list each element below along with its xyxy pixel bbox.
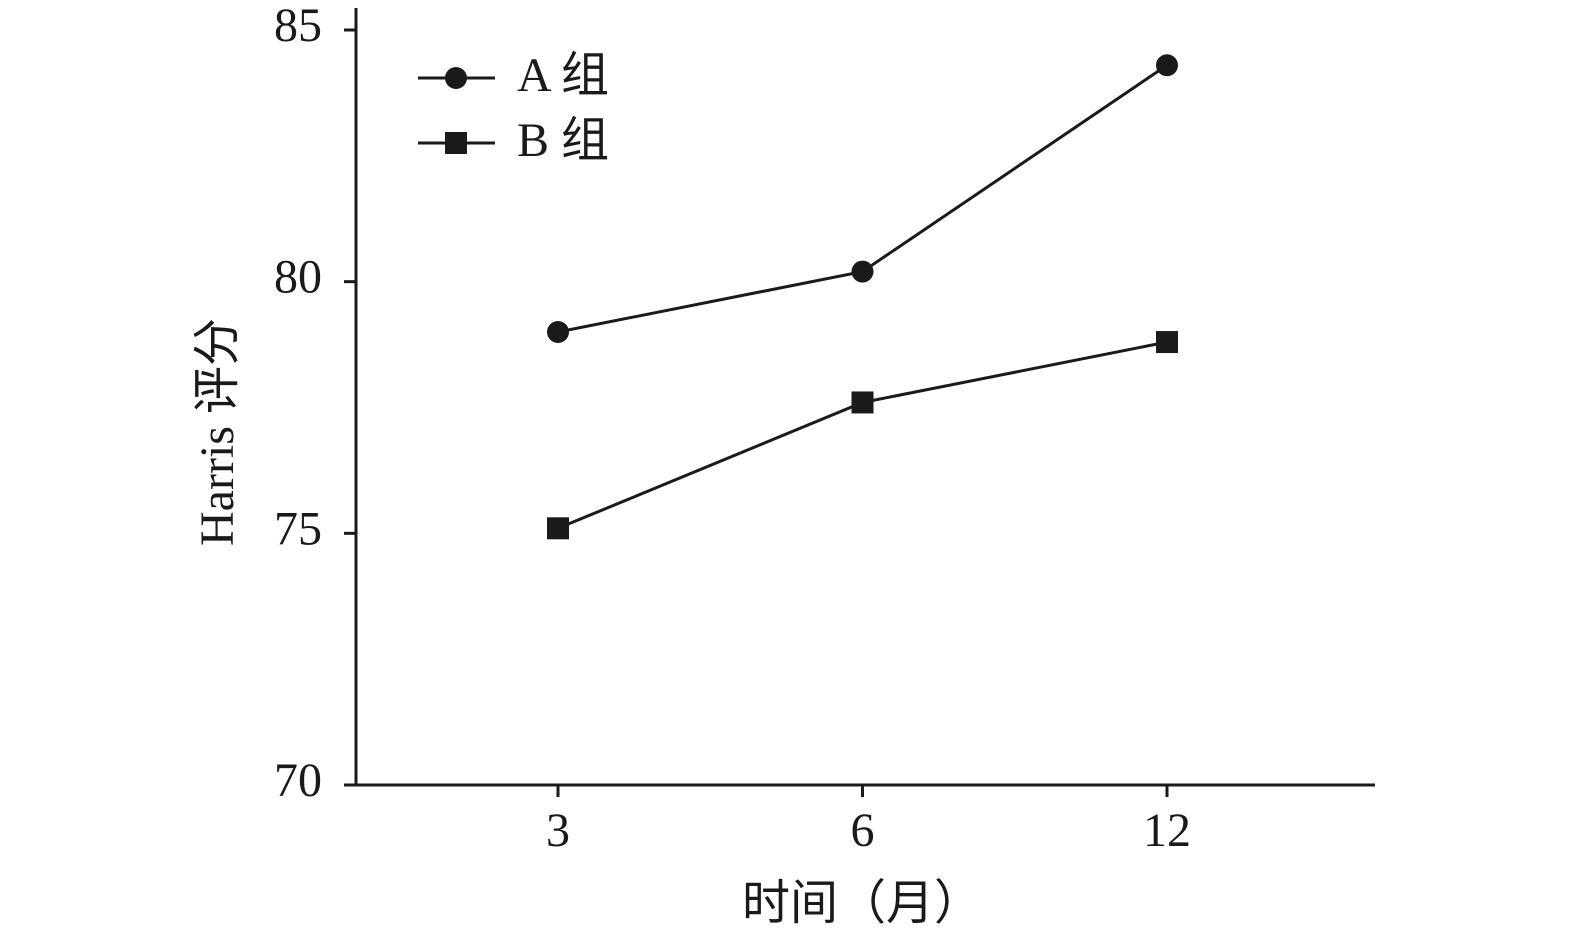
- data-point: [1156, 331, 1178, 354]
- legend-marker: [445, 67, 467, 89]
- legend-label: B 组: [517, 114, 609, 167]
- x-tick-label: 12: [1143, 804, 1191, 857]
- y-tick-label: 80: [274, 251, 322, 304]
- data-point: [851, 391, 874, 414]
- data-point: [851, 260, 874, 283]
- y-tick-label: 75: [274, 502, 322, 555]
- legend-label: A 组: [517, 49, 609, 102]
- y-tick-label: 85: [274, 0, 322, 52]
- x-tick-label: 3: [546, 804, 570, 857]
- y-axis-label: Harris 评分: [191, 318, 244, 546]
- x-axis-label: 时间（月）: [742, 877, 982, 930]
- y-tick-label: 70: [274, 754, 322, 807]
- data-point: [1156, 54, 1178, 77]
- x-tick-label: 6: [851, 804, 875, 857]
- legend-marker: [445, 132, 467, 154]
- series-line: [557, 63, 1168, 334]
- data-point: [547, 321, 569, 343]
- series-line: [557, 340, 1168, 530]
- data-point: [547, 517, 569, 540]
